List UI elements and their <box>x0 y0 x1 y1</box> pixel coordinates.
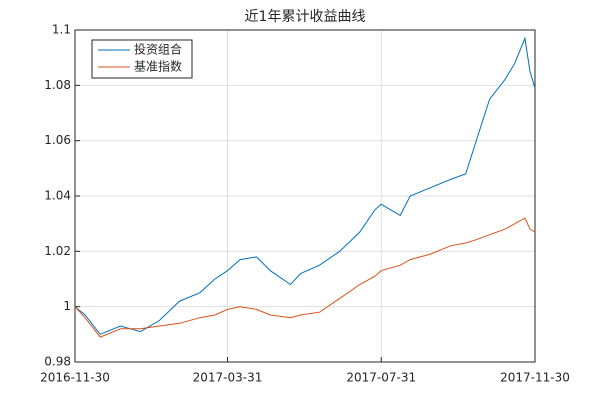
x-tick-label: 2017-03-31 <box>193 371 263 385</box>
series-line <box>74 36 536 335</box>
legend-box <box>91 39 193 79</box>
y-tick-label: 1.02 <box>44 244 71 258</box>
series-line <box>74 217 536 338</box>
x-tick-label: 2016-11-30 <box>40 371 110 385</box>
y-tick-label: 1.06 <box>44 133 71 147</box>
y-tick-label: 1.04 <box>44 189 71 203</box>
y-tick-label: 1 <box>63 299 71 313</box>
chart-title: 近1年累计收益曲线 <box>245 9 366 25</box>
y-tick-label: 1.1 <box>52 23 71 37</box>
legend-label: 投资组合 <box>134 42 182 57</box>
y-tick-label: 0.98 <box>44 355 71 369</box>
legend-label: 基准指数 <box>134 59 182 74</box>
x-tick-label: 2017-11-30 <box>500 371 570 385</box>
plot-frame <box>74 29 536 363</box>
y-tick-label: 1.08 <box>44 78 71 92</box>
x-tick-label: 2017-07-31 <box>346 371 416 385</box>
